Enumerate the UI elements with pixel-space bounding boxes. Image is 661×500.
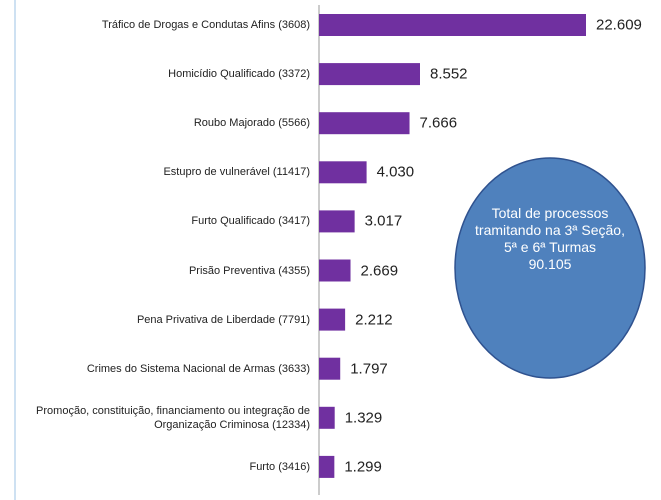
value-label: 1.329 bbox=[344, 409, 383, 427]
bar bbox=[319, 14, 586, 36]
value-label: 22.609 bbox=[596, 16, 642, 34]
value-label: 1.797 bbox=[350, 360, 388, 378]
category-label: Pena Privativa de Liberdade (7791) bbox=[136, 313, 310, 326]
bar bbox=[319, 210, 355, 233]
value-label: 2.212 bbox=[355, 311, 393, 329]
category-label: Prisão Preventiva (4355) bbox=[188, 264, 310, 277]
category-label: Crimes do Sistema Nacional de Armas (363… bbox=[86, 362, 310, 375]
annotation-total: 90.105 bbox=[528, 256, 572, 272]
category-label: Estupro de vulnerável (11417) bbox=[163, 166, 310, 179]
category-label: Tráfico de Drogas e Condutas Afins (3608… bbox=[101, 19, 310, 31]
category-label: Furto (3416) bbox=[249, 460, 310, 473]
value-label: 4.030 bbox=[376, 163, 415, 181]
value-label: 8.552 bbox=[429, 65, 468, 83]
category-label: Promoção, constituição, financiamento ou… bbox=[36, 404, 310, 431]
value-label: 1.299 bbox=[344, 458, 382, 476]
bar bbox=[319, 406, 335, 429]
annotation-ellipse bbox=[454, 157, 646, 379]
value-label: 7.666 bbox=[419, 114, 458, 132]
annotation: Total de processos tramitando na 3ª Seçã… bbox=[470, 205, 630, 273]
bar bbox=[319, 112, 410, 135]
bar bbox=[319, 455, 335, 478]
value-label: 3.017 bbox=[364, 212, 403, 230]
category-label: Roubo Majorado (5566) bbox=[193, 117, 310, 130]
bar bbox=[319, 63, 420, 86]
category-label: Furto Qualificado (3417) bbox=[191, 215, 310, 228]
bar bbox=[319, 161, 367, 184]
bar bbox=[319, 357, 341, 380]
value-label: 2.669 bbox=[360, 262, 399, 279]
annotation-text: Total de processos tramitando na 3ª Seçã… bbox=[475, 205, 625, 255]
bar bbox=[319, 308, 346, 331]
category-label: Homicídio Qualificado (3372) bbox=[168, 68, 310, 81]
bar bbox=[319, 259, 351, 282]
